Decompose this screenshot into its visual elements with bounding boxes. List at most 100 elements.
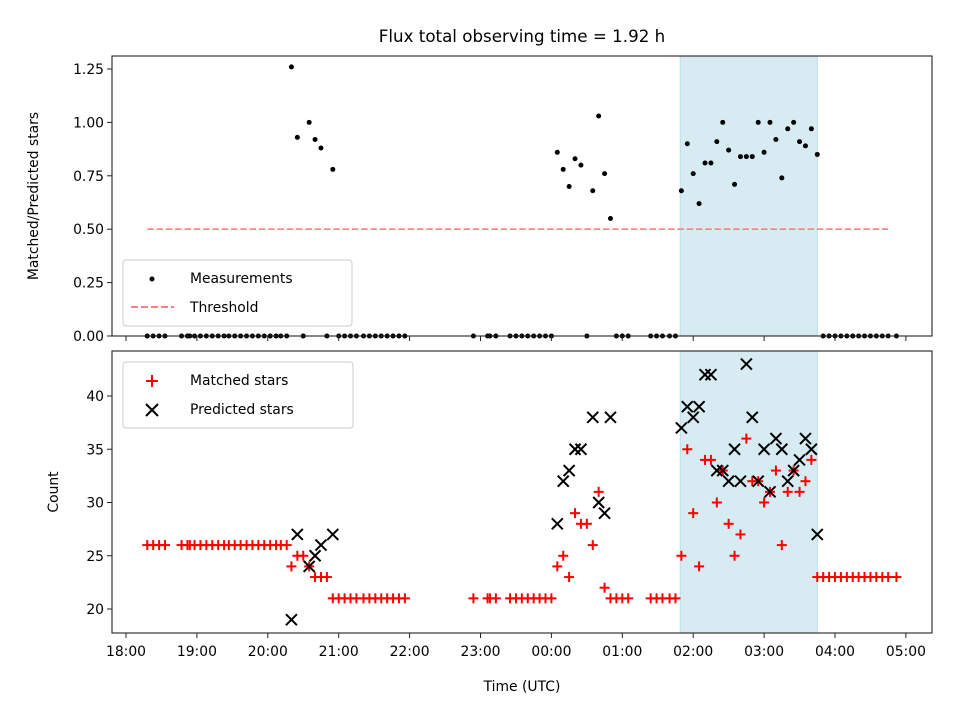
measurement-point bbox=[330, 166, 336, 172]
legend-predicted-marker bbox=[145, 403, 159, 417]
predicted-star-point bbox=[793, 453, 806, 467]
matched-star-point bbox=[468, 593, 479, 604]
bottom-y-axis-label: Count bbox=[46, 471, 62, 513]
bottom-y-tick-label: 20 bbox=[86, 602, 104, 618]
top-y-tick-label: 0.25 bbox=[73, 276, 104, 292]
bottom-y-tick-label: 35 bbox=[86, 442, 104, 458]
top-legend: Measurements Threshold bbox=[122, 259, 353, 327]
measurement-point bbox=[566, 183, 572, 189]
measurement-point bbox=[690, 171, 696, 177]
bottom-y-tick-label: 30 bbox=[86, 496, 104, 512]
matched-stars-series bbox=[142, 433, 902, 604]
predicted-star-point bbox=[710, 464, 724, 477]
measurement-point bbox=[779, 175, 785, 181]
bottom-y-tick-label: 25 bbox=[86, 549, 104, 565]
bottom-x-axis-label: Time (UTC) bbox=[483, 679, 561, 695]
measurement-point bbox=[696, 201, 702, 207]
measurement-point bbox=[755, 119, 761, 125]
bottom-x-tick-label: 00:00 bbox=[531, 644, 571, 660]
bottom-y-axis: 20 25 30 35 40 bbox=[86, 389, 112, 618]
measurement-point bbox=[702, 160, 708, 166]
measurement-point bbox=[554, 149, 560, 155]
matched-star-point bbox=[399, 593, 410, 604]
predicted-star-point bbox=[757, 443, 771, 456]
predicted-star-point bbox=[722, 474, 735, 488]
measurement-point bbox=[602, 171, 608, 177]
matched-star-point bbox=[723, 518, 734, 529]
legend-measurements-marker bbox=[149, 276, 155, 282]
predicted-star-point bbox=[681, 400, 694, 413]
predicted-star-point bbox=[746, 411, 759, 424]
predicted-star-point bbox=[308, 549, 322, 562]
top-panel: 0.00 0.25 0.50 0.75 1.00 1.25 Matched/Predict… bbox=[26, 55, 933, 345]
bottom-x-tick-label: 18:00 bbox=[106, 644, 146, 660]
bottom-x-tick-label: 05:00 bbox=[886, 644, 926, 660]
predicted-star-point bbox=[604, 411, 617, 424]
matched-star-point bbox=[570, 508, 581, 519]
matched-star-point bbox=[546, 593, 557, 604]
legend-measurements-label: Measurements bbox=[190, 271, 293, 287]
matched-star-point bbox=[782, 486, 793, 497]
bottom-axes-frame bbox=[111, 350, 933, 634]
matched-star-point bbox=[800, 476, 811, 487]
matched-star-point bbox=[587, 540, 598, 551]
matched-star-point bbox=[705, 454, 716, 465]
measurement-point bbox=[607, 216, 613, 222]
measurement-point bbox=[773, 136, 779, 142]
matched-star-point bbox=[676, 550, 687, 561]
measurement-point bbox=[791, 119, 797, 125]
measurement-point bbox=[678, 188, 684, 194]
predicted-star-point bbox=[568, 443, 582, 456]
top-y-tick-label: 1.00 bbox=[73, 115, 104, 131]
matched-star-point bbox=[741, 433, 752, 444]
matched-star-point bbox=[490, 593, 501, 604]
top-y-tick-label: 0.50 bbox=[73, 222, 104, 238]
chart-title: Flux total observing time = 1.92 h bbox=[379, 26, 665, 46]
predicted-star-point bbox=[285, 613, 298, 626]
bottom-x-tick-label: 22:00 bbox=[390, 644, 430, 660]
predicted-stars-series bbox=[285, 357, 824, 626]
measurement-point bbox=[572, 156, 578, 162]
predicted-star-point bbox=[314, 538, 328, 552]
matched-star-point bbox=[711, 497, 722, 508]
measurement-point bbox=[590, 188, 596, 194]
measurement-point bbox=[714, 139, 720, 145]
measurement-point bbox=[578, 162, 584, 168]
matched-star-point bbox=[321, 572, 332, 583]
predicted-star-point bbox=[734, 474, 747, 488]
bottom-x-tick-label: 21:00 bbox=[319, 644, 359, 660]
matched-star-point bbox=[558, 550, 569, 561]
measurement-point bbox=[749, 154, 755, 160]
predicted-star-point bbox=[704, 368, 718, 381]
matched-star-point bbox=[281, 540, 292, 551]
legend-matched-label: Matched stars bbox=[190, 373, 288, 389]
matched-star-point bbox=[564, 572, 575, 583]
measurement-point bbox=[785, 126, 791, 132]
predicted-star-point bbox=[686, 411, 700, 424]
top-highlight-span bbox=[679, 55, 818, 337]
top-y-tick-label: 1.25 bbox=[73, 62, 104, 78]
predicted-star-point bbox=[592, 496, 605, 509]
matched-star-point bbox=[891, 572, 902, 583]
predicted-star-point bbox=[799, 432, 812, 445]
matched-star-point bbox=[286, 561, 297, 572]
measurement-point bbox=[306, 119, 312, 125]
matched-star-point bbox=[794, 486, 805, 497]
predicted-star-point bbox=[728, 443, 741, 456]
matched-star-point bbox=[599, 582, 610, 593]
measurement-point bbox=[312, 136, 318, 142]
matched-star-point bbox=[593, 486, 604, 497]
predicted-star-point bbox=[562, 464, 576, 477]
top-axes-frame bbox=[111, 55, 933, 337]
predicted-star-point bbox=[291, 528, 304, 541]
measurement-point bbox=[797, 139, 803, 145]
measurement-point bbox=[318, 145, 324, 151]
top-y-axis-label: Matched/Predicted stars bbox=[26, 112, 42, 280]
matched-star-point bbox=[694, 561, 705, 572]
top-y-axis: 0.00 0.25 0.50 0.75 1.00 1.25 bbox=[73, 62, 112, 345]
measurement-point bbox=[802, 143, 808, 149]
top-y-tick-label: 0.75 bbox=[73, 169, 104, 185]
matched-star-point bbox=[729, 550, 740, 561]
top-legend-box bbox=[122, 259, 353, 327]
